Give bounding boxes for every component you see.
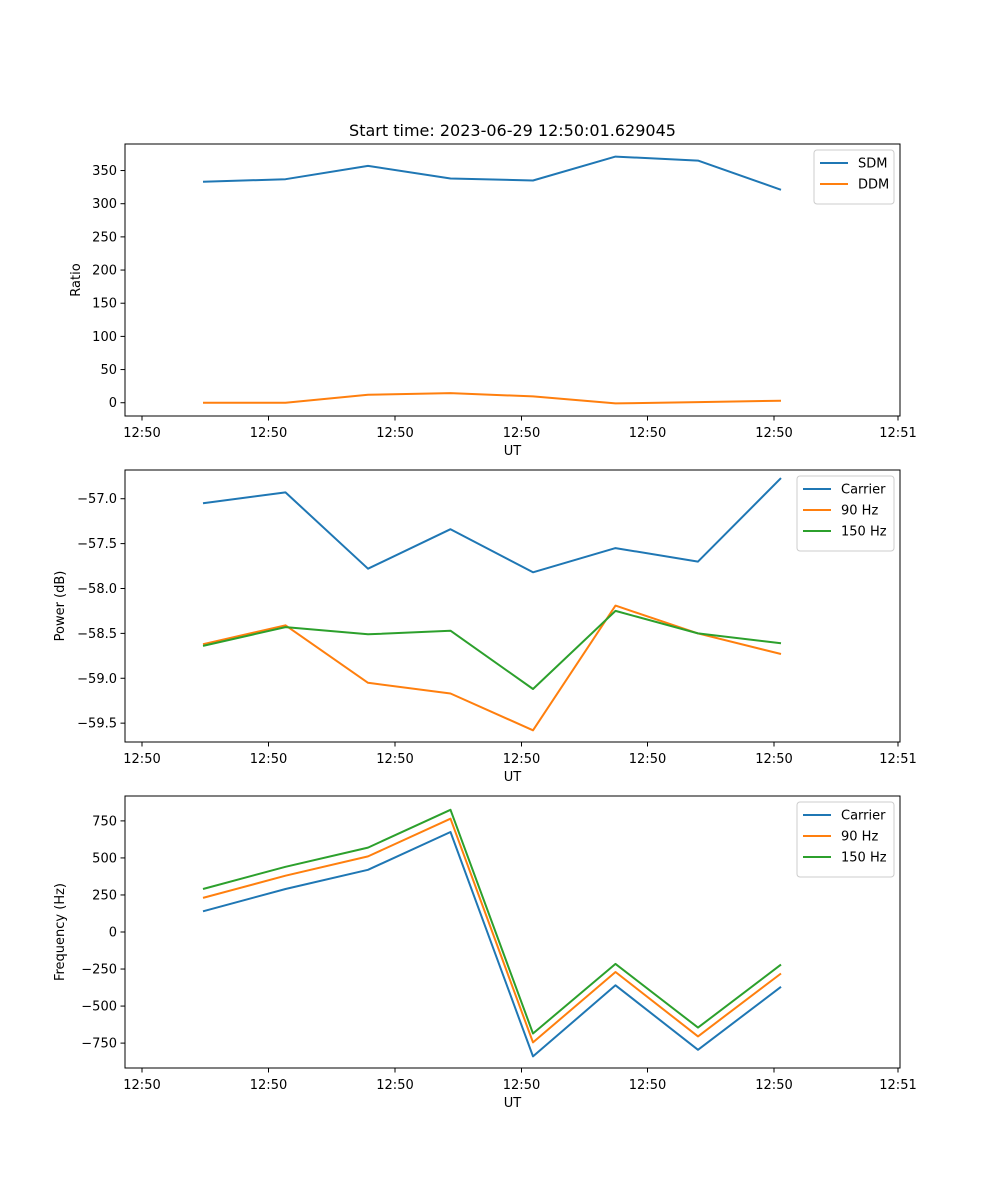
legend-label: SDM [858,157,887,172]
series-line-ddm [203,392,782,405]
x-tick-label: 12:50 [250,426,287,441]
x-tick-label: 12:50 [629,1078,666,1093]
x-tick-label: 12:50 [755,1078,792,1093]
y-tick-label: 250 [92,888,117,903]
legend-label: DDM [858,178,889,193]
legend-label: Carrier [841,809,886,824]
series-line-150-hz [202,808,782,1035]
y-tick-label: 0 [109,396,117,411]
y-tick-label: −57.5 [77,537,117,552]
series-line-carrier [202,831,782,1058]
y-tick-label: −57.0 [77,492,117,507]
legend-label: 150 Hz [841,851,887,866]
chart-title: Start time: 2023-06-29 12:50:01.629045 [349,121,676,140]
legend-box [796,801,895,878]
legend: Carrier 90 Hz 150 Hz [796,475,895,552]
y-tick-label: −59.5 [77,717,117,732]
series-line-90-hz [202,604,782,732]
x-tick-label: 12:50 [250,1078,287,1093]
x-tick-label: 12:51 [879,1078,916,1093]
x-tick-label: 12:50 [376,752,413,767]
legend-label: 90 Hz [841,504,878,519]
y-tick-label: 0 [109,926,117,941]
panel-2: 12:50 12:50 12:50 12:50 12:50 12:50 12:51 −59.5… [53,469,917,785]
x-tick-label: 12:51 [879,426,916,441]
y-tick-label: −58.0 [77,582,117,597]
legend-label: 90 Hz [841,830,878,845]
x-tick-label: 12:50 [123,1078,160,1093]
plot-frame [124,469,901,743]
x-axis-label: UT [504,444,522,459]
x-tick-label: 12:50 [503,752,540,767]
y-tick-label: 300 [92,197,117,212]
x-tick-label: 12:50 [503,426,540,441]
panel-1: 12:50 12:50 12:50 12:50 12:50 12:50 12:51 0 50 10… [69,143,917,459]
plot-frame [124,143,901,417]
y-tick-label: 250 [92,230,117,245]
legend-label: 150 Hz [841,525,887,540]
y-axis-label: Ratio [69,263,84,296]
plot-frame [124,795,901,1069]
y-tick-label: −750 [81,1037,117,1052]
y-tick-label: 100 [92,330,117,345]
x-tick-label: 12:50 [376,1078,413,1093]
x-tick-label: 12:50 [503,1078,540,1093]
y-axis-label: Power (dB) [53,571,68,642]
y-tick-label: 200 [92,264,117,279]
legend-box [796,475,895,552]
legend: SDM DDM [813,149,895,205]
y-tick-label: 150 [92,297,117,312]
x-tick-label: 12:50 [123,426,160,441]
x-tick-label: 12:50 [755,752,792,767]
series-line-sdm [202,155,782,191]
legend: Carrier 90 Hz 150 Hz [796,801,895,878]
x-tick-label: 12:50 [629,426,666,441]
y-tick-label: −58.5 [77,627,117,642]
x-tick-label: 12:50 [123,752,160,767]
y-axis-label: Frequency (Hz) [53,883,68,981]
x-axis-label: UT [504,770,522,785]
y-tick-label: −500 [81,1000,117,1015]
series-line-90-hz [202,817,782,1044]
series-line-carrier [202,477,782,574]
panel-3: 12:50 12:50 12:50 12:50 12:50 12:50 12:51 −750 −… [53,795,917,1111]
y-tick-label: −250 [81,963,117,978]
y-tick-label: 50 [100,363,117,378]
x-tick-label: 12:50 [376,426,413,441]
x-axis-label: UT [504,1096,522,1111]
x-tick-label: 12:50 [629,752,666,767]
legend-label: Carrier [841,483,886,498]
y-tick-label: 750 [92,814,117,829]
x-tick-label: 12:50 [755,426,792,441]
series-line-150-hz [202,609,782,690]
y-tick-label: 350 [92,164,117,179]
x-tick-label: 12:50 [250,752,287,767]
y-tick-label: −59.0 [77,672,117,687]
y-tick-label: 500 [92,851,117,866]
x-tick-label: 12:51 [879,752,916,767]
